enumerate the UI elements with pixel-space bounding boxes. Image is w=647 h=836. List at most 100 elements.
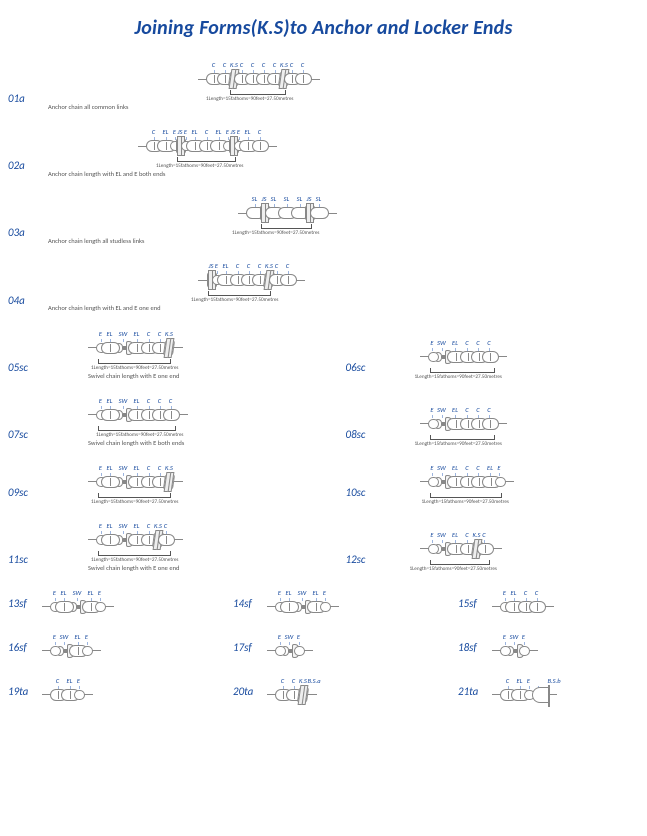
label-sw: SW (295, 589, 309, 597)
label-e: E (97, 589, 102, 597)
label-el: EL (449, 339, 462, 347)
label-c: C (143, 522, 154, 530)
label-c: C (269, 61, 280, 69)
label-c: C (282, 262, 293, 270)
label-c: C (288, 677, 299, 685)
link-e (294, 646, 305, 656)
label-el: EL (449, 531, 462, 539)
dimension-label: 1Length=15fathoms=90feet=27.50metres (91, 557, 178, 563)
label-ks: K.S (165, 330, 171, 338)
row-02a: 02aCELEJSEELCELEJSEELC1Length=15fathoms=… (8, 125, 639, 178)
dimension-label: 1Length=15fathoms=90feet=27.50metres (91, 365, 178, 371)
row-id: 03a (8, 226, 48, 245)
chain (88, 406, 302, 424)
triple-19ta: 19taCELE20taCCK.SB.S.a21taCELEB.S.b (8, 674, 639, 704)
label-el: EL (103, 330, 116, 338)
label-el: EL (212, 128, 225, 136)
label-el: EL (219, 262, 232, 270)
label-sw: SW (282, 633, 296, 641)
label-c: C (462, 464, 473, 472)
row-caption: Swivel chain length with E one end (88, 565, 302, 572)
chain (267, 642, 414, 660)
kenter-shackle (163, 340, 175, 356)
row-id: 02a (8, 159, 48, 178)
dimension-label: 1Length=15fathoms=90feet=27.50metres (206, 96, 293, 102)
label-sl: SL (267, 195, 280, 203)
label-sl: SL (293, 195, 306, 203)
chain (42, 598, 189, 616)
label-c: C (160, 522, 171, 530)
row-id: 20ta (233, 685, 267, 704)
chain (42, 642, 189, 660)
row-id: 18sf (458, 641, 492, 660)
label-c: C (52, 677, 63, 685)
label-sl: SL (312, 195, 325, 203)
row-id: 07sc (8, 428, 48, 447)
link-e (50, 646, 61, 656)
chain (198, 271, 528, 289)
link-c (477, 543, 494, 555)
chain (420, 473, 640, 491)
chain (42, 686, 189, 704)
label-el: EL (513, 677, 526, 685)
row-id: 10sc (346, 486, 380, 505)
label-el: EL (71, 633, 84, 641)
label-sw: SW (57, 633, 71, 641)
label-c: C (154, 397, 165, 405)
label-sw: SW (435, 339, 449, 347)
label-c: C (484, 339, 495, 347)
label-c: C (462, 531, 473, 539)
link-el (101, 476, 120, 488)
label-sw: SW (116, 397, 130, 405)
link-e (320, 602, 331, 612)
link-c (280, 274, 297, 286)
label-el: EL (57, 589, 70, 597)
label-e: E (296, 633, 301, 641)
label-e: E (84, 633, 89, 641)
label-el: EL (130, 522, 143, 530)
row-03a: 03aSLJSSLSLSLJSSL1Length=15fathoms=90fee… (8, 192, 639, 245)
chain (138, 137, 558, 155)
label-el: EL (241, 128, 254, 136)
label-sw: SW (435, 531, 449, 539)
row-id: 06sc (346, 361, 380, 380)
link-sl (310, 207, 329, 219)
label-c: C (473, 339, 484, 347)
extra-label: B.S.b (545, 677, 563, 685)
link-el (101, 534, 120, 546)
row-id: 17sf (233, 641, 267, 660)
row-id: 15sf (458, 597, 492, 616)
dimension-label: 1Length=15fathoms=90feet=27.50metres (422, 499, 509, 505)
kenter-shackle (297, 687, 309, 703)
label-c: C (520, 589, 531, 597)
pair-09sc: 09scEELSWELCCK.S1Length=15fathoms=90feet… (8, 461, 639, 505)
label-e: E (526, 677, 531, 685)
link-el (101, 409, 120, 421)
link-c (295, 73, 312, 85)
link-e (500, 646, 511, 656)
label-c: C (143, 397, 154, 405)
label-el: EL (130, 397, 143, 405)
label-sw: SW (116, 330, 130, 338)
dimension-label: 1Length=15fathoms=90feet=27.50metres (156, 163, 243, 169)
row-caption: Anchor chain length with EL and E one en… (48, 305, 639, 312)
link-c (158, 534, 175, 546)
link-c (163, 409, 180, 421)
label-e: E (322, 589, 327, 597)
dimension-label: 1Length=15fathoms=90feet=27.50metres (415, 441, 502, 447)
label-c: C (254, 262, 265, 270)
link-el (280, 601, 299, 613)
chain (267, 686, 414, 704)
link-e (519, 646, 530, 656)
label-c: C (154, 464, 165, 472)
dimension-label: 1Length=15fathoms=90feet=27.50metres (415, 374, 502, 380)
chain (492, 686, 639, 704)
label-sw: SW (435, 406, 449, 414)
label-el: EL (103, 464, 116, 472)
link-c (482, 418, 499, 430)
label-c: C (143, 330, 154, 338)
label-e: E (497, 464, 502, 472)
label-el: EL (484, 464, 497, 472)
row-id: 09sc (8, 486, 48, 505)
label-c: C (243, 262, 254, 270)
